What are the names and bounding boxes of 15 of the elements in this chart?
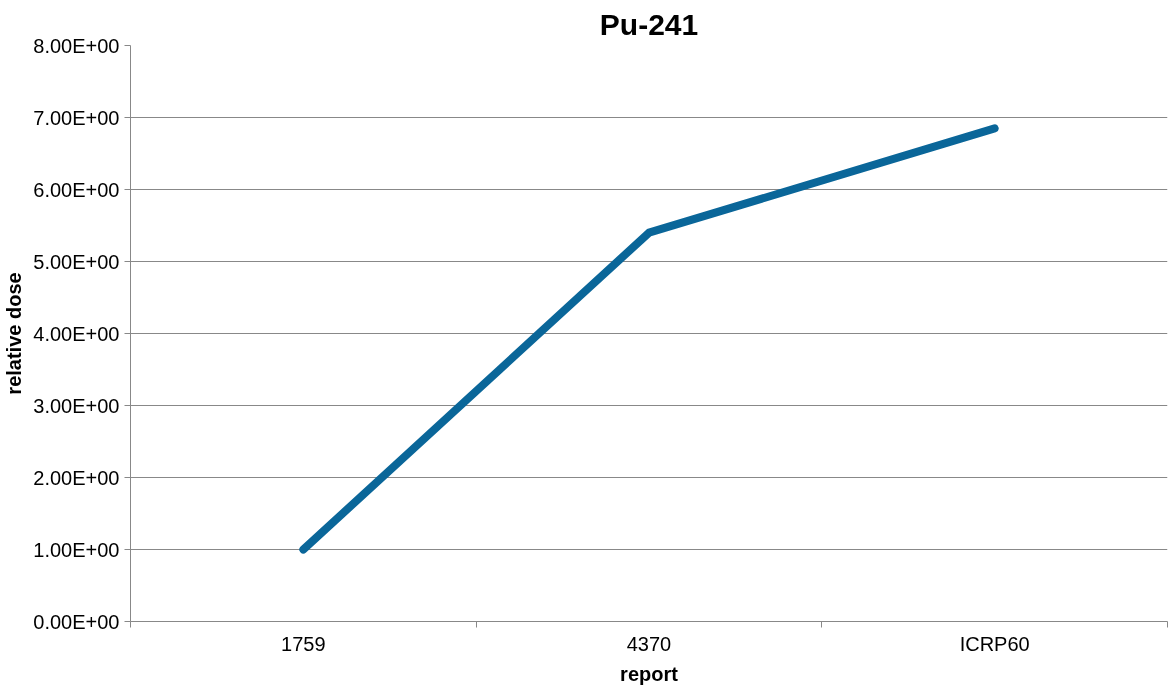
y-tick-label: 4.00E+00 (33, 322, 120, 345)
y-tick-label: 8.00E+00 (33, 34, 120, 57)
y-tick-label: 3.00E+00 (33, 394, 120, 417)
y-tick-label: 7.00E+00 (33, 106, 120, 129)
y-tick-label: 0.00E+00 (33, 610, 120, 633)
y-tick-label: 6.00E+00 (33, 178, 120, 201)
y-axis-title: relative dose (3, 272, 26, 395)
chart-title: Pu-241 (599, 7, 699, 41)
y-tick-label: 1.00E+00 (33, 538, 120, 561)
x-tick-label: 1759 (281, 632, 326, 655)
y-tick-label: 5.00E+00 (33, 250, 120, 273)
x-tick-label: 4370 (626, 632, 672, 655)
x-axis-title: report (620, 662, 679, 685)
x-tick-label: ICRP60 (959, 632, 1030, 655)
y-tick-label: 2.00E+00 (33, 466, 120, 489)
